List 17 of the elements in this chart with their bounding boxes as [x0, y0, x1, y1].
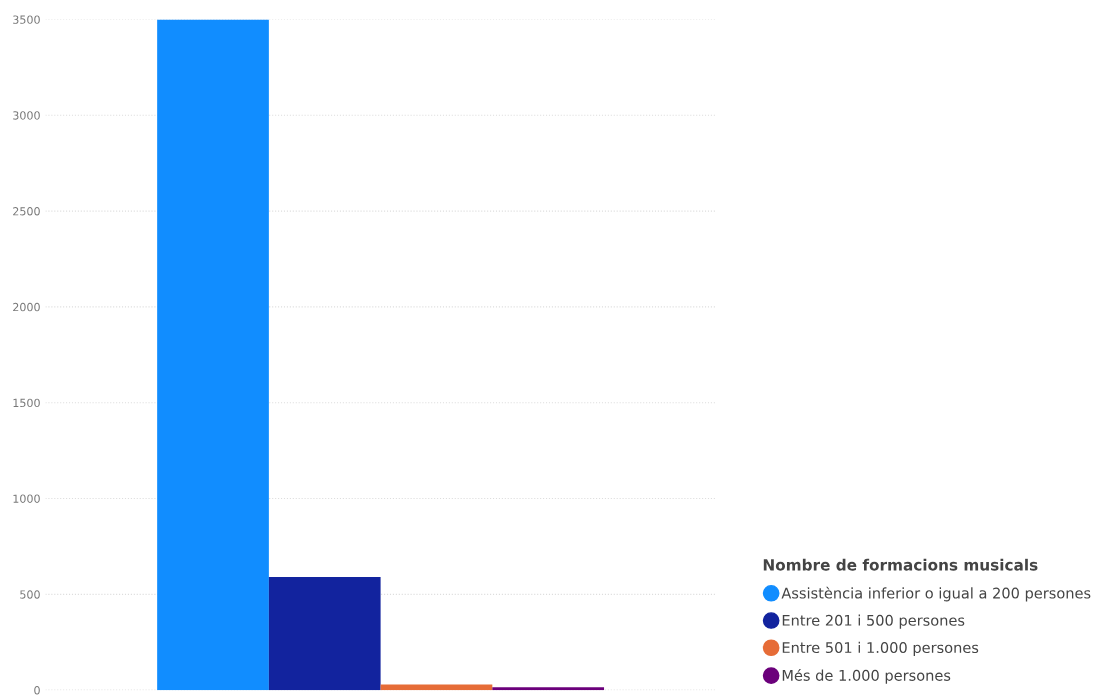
bar: [380, 684, 493, 691]
y-tick-label: 0: [34, 686, 40, 695]
y-tick-label: 3500: [13, 15, 40, 24]
legend-title: Nombre de formacions musicals: [763, 558, 1038, 571]
legend-label: Entre 501 i 1.000 persones: [782, 641, 979, 656]
legend-label: Assistència inferior o igual a 200 persones: [781, 586, 1091, 602]
bar: [492, 687, 605, 691]
y-tick-label: 500: [20, 590, 40, 599]
legend-label: Més de 1.000 persones: [782, 669, 951, 684]
bar: [157, 19, 269, 691]
legend-label: Entre 201 i 500 persones: [782, 614, 965, 629]
y-tick-label: 1000: [13, 494, 40, 503]
bar: [268, 577, 381, 691]
y-tick-label: 3000: [13, 111, 40, 120]
y-tick-label: 2000: [13, 302, 40, 312]
y-tick-label: 1500: [13, 398, 40, 408]
y-tick-label: 2500: [13, 207, 40, 216]
